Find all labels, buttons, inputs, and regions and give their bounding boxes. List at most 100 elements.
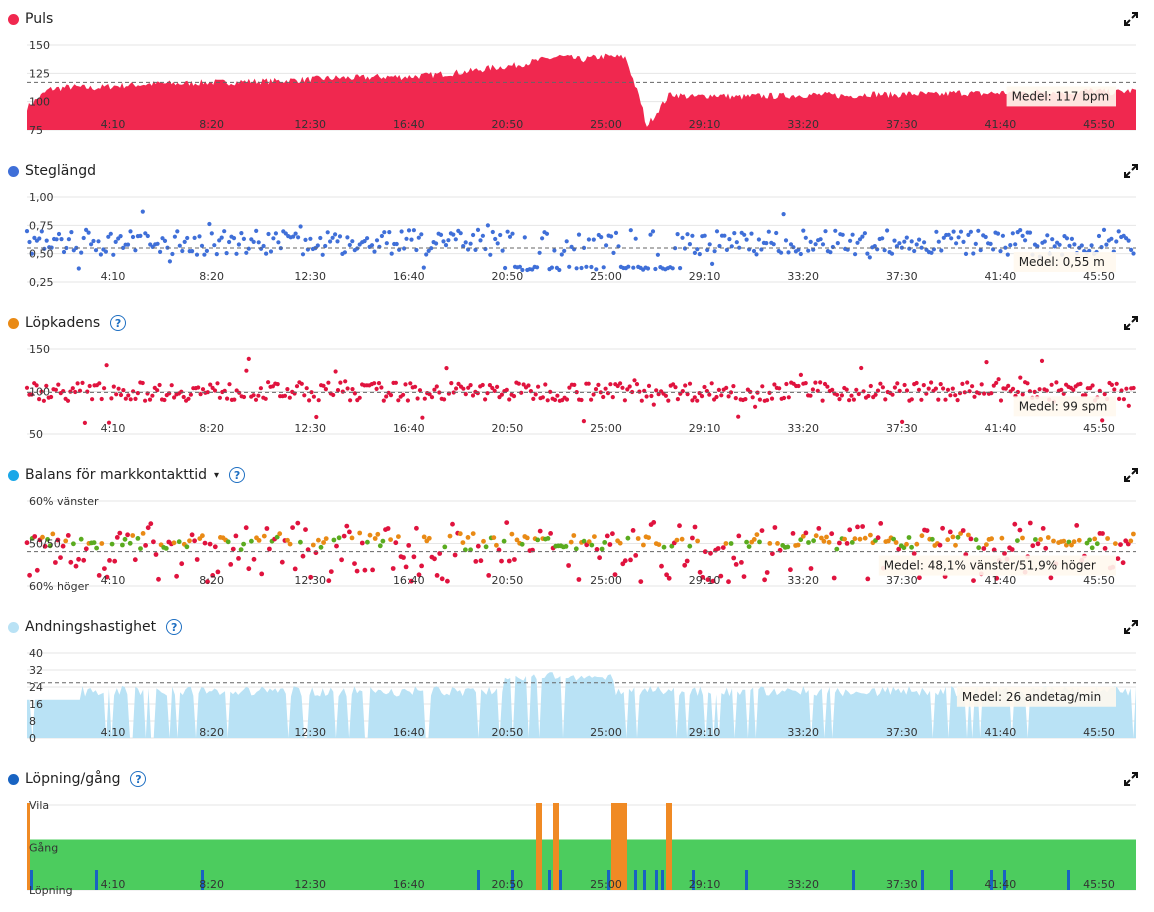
chart-panel-balans: Balans för markkontakttid ▾ ? 60% vänste… <box>0 456 1154 608</box>
data-point <box>362 239 367 244</box>
data-point <box>608 382 613 387</box>
data-point <box>321 383 326 388</box>
data-point <box>601 394 606 400</box>
data-point <box>707 242 712 247</box>
data-point <box>382 230 387 235</box>
data-point <box>76 266 81 271</box>
data-point <box>803 530 809 536</box>
chart-panel-lopkadens: Löpkadens ? 150 100 50 4:10 8:20 12:30 16:40 20… <box>0 304 1154 456</box>
data-point <box>102 386 107 391</box>
data-point <box>603 386 608 391</box>
data-point <box>699 394 705 399</box>
data-point <box>323 387 328 392</box>
data-point <box>601 265 606 270</box>
data-point <box>478 238 483 243</box>
help-icon[interactable]: ? <box>166 619 183 635</box>
expand-icon[interactable] <box>1124 772 1138 786</box>
expand-icon[interactable] <box>1124 164 1138 178</box>
x-tick-label: 41:40 <box>985 726 1017 739</box>
expand-icon[interactable] <box>1124 468 1138 482</box>
data-point <box>736 414 741 419</box>
data-point <box>922 240 927 245</box>
expand-icon[interactable] <box>1124 316 1138 330</box>
data-point <box>454 386 459 391</box>
data-point <box>313 550 319 556</box>
data-point <box>808 239 813 244</box>
help-icon[interactable]: ? <box>229 467 246 483</box>
data-point <box>945 387 951 392</box>
data-point <box>125 242 131 247</box>
bar-resting <box>666 803 672 890</box>
data-point <box>702 549 708 555</box>
data-point <box>47 543 53 549</box>
data-point <box>424 252 429 257</box>
data-point <box>135 536 141 541</box>
x-tick-label: 25:00 <box>590 422 622 435</box>
data-point <box>224 251 229 256</box>
data-point <box>416 572 422 578</box>
data-point <box>1009 547 1015 552</box>
data-point <box>757 539 762 545</box>
data-point <box>1115 556 1121 561</box>
data-point <box>158 249 163 254</box>
data-point <box>485 223 490 228</box>
bar-running <box>607 870 610 890</box>
data-point <box>687 381 693 386</box>
expand-icon[interactable] <box>1124 12 1138 26</box>
help-icon[interactable]: ? <box>130 771 147 787</box>
data-point <box>415 396 420 401</box>
data-point <box>1090 383 1095 388</box>
data-point <box>675 232 680 237</box>
dropdown-caret-icon[interactable]: ▾ <box>214 469 220 481</box>
data-point <box>760 384 765 389</box>
data-point <box>279 559 285 565</box>
data-point <box>258 386 263 391</box>
data-point <box>1116 229 1121 234</box>
data-point <box>457 531 463 537</box>
x-tick-label: 4:10 <box>101 726 126 739</box>
data-point <box>443 243 449 248</box>
expand-icon[interactable] <box>1124 620 1138 634</box>
data-point <box>231 236 237 241</box>
data-point <box>953 542 958 548</box>
data-point <box>549 265 555 270</box>
data-point <box>767 541 773 546</box>
y-tick-label: 75 <box>29 124 43 137</box>
data-point <box>613 230 619 235</box>
data-point <box>404 236 409 241</box>
data-point <box>937 542 943 548</box>
data-point <box>1003 386 1008 391</box>
x-tick-label: 45:50 <box>1083 118 1115 131</box>
data-point <box>535 537 541 543</box>
data-point <box>880 236 885 241</box>
data-point <box>128 397 133 402</box>
data-point <box>781 395 787 401</box>
chart-title-row: Puls <box>8 8 53 30</box>
data-point <box>1101 227 1107 232</box>
data-point <box>835 392 840 397</box>
x-tick-label: 25:00 <box>590 726 622 739</box>
data-point <box>801 228 806 233</box>
data-point <box>138 546 143 551</box>
x-tick-label: 16:40 <box>393 118 425 131</box>
data-point <box>370 567 375 573</box>
y-tick-label: Löpning <box>29 884 73 897</box>
data-point <box>837 397 842 402</box>
data-point <box>934 229 939 234</box>
data-point <box>700 574 706 580</box>
data-point <box>254 228 259 233</box>
data-point <box>724 385 729 390</box>
data-point <box>372 381 377 386</box>
data-point <box>865 251 870 256</box>
data-point <box>976 545 982 551</box>
data-point <box>96 239 101 244</box>
data-point <box>405 398 410 403</box>
data-point <box>63 538 69 544</box>
data-point <box>516 381 521 386</box>
data-point <box>475 543 481 549</box>
help-icon[interactable]: ? <box>110 315 127 331</box>
data-point <box>84 227 89 232</box>
bar-running <box>511 870 514 890</box>
data-point <box>673 385 678 390</box>
data-point <box>167 259 172 264</box>
